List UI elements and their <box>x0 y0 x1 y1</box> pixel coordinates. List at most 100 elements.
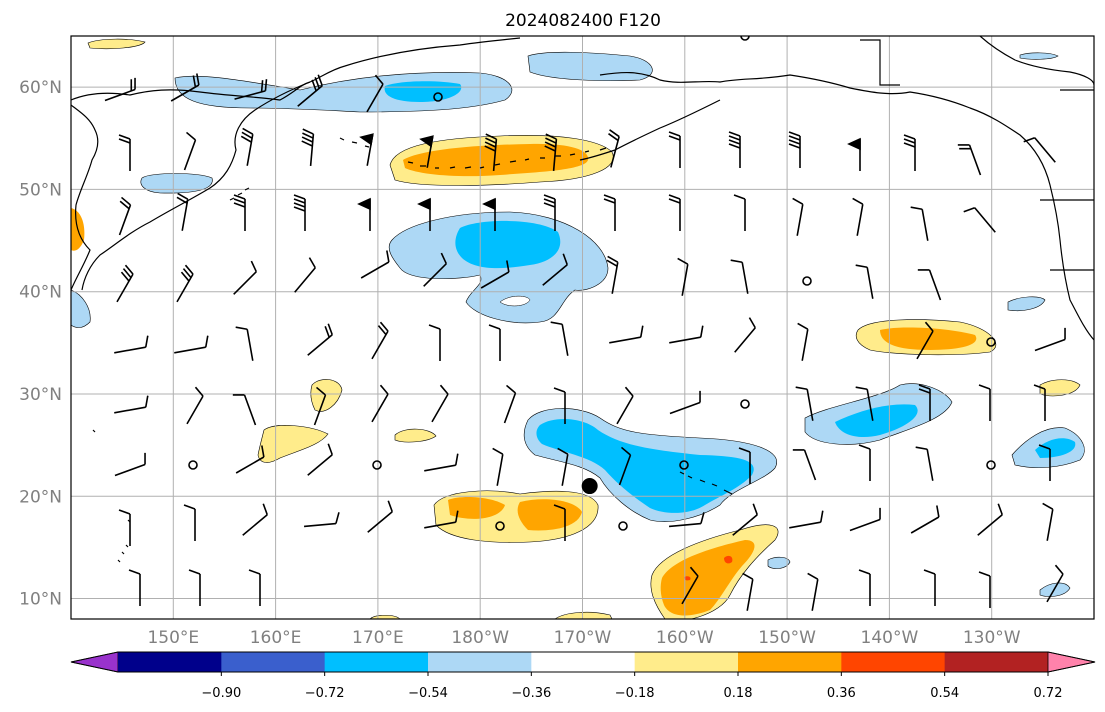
wind-barb <box>1046 564 1064 603</box>
colorbar-extend-high <box>1047 651 1096 673</box>
wind-barb <box>1042 502 1054 541</box>
wind-barb <box>910 206 929 241</box>
wind-barb <box>248 569 261 606</box>
wind-barb <box>492 447 504 486</box>
colorbar-segment <box>118 652 222 672</box>
wind-barb <box>359 133 374 166</box>
wind-barb <box>668 131 681 168</box>
colorbar-tick-label: −0.90 <box>201 686 241 701</box>
wind-barb <box>371 321 389 360</box>
wind-barb <box>789 510 824 529</box>
lon-label: 140°W <box>861 628 919 648</box>
wind-barb <box>855 264 874 299</box>
colorbar-tick-label: 0.54 <box>930 686 959 701</box>
wind-barb <box>307 323 334 356</box>
negative-anomaly-midlat-core <box>455 220 561 269</box>
coastlines <box>71 36 1094 563</box>
wind-barb <box>114 452 146 477</box>
wind-barb <box>176 192 189 231</box>
lat-label: 20°N <box>19 487 62 507</box>
wind-barb <box>232 394 257 426</box>
colorbar-extend-low <box>70 651 119 673</box>
wind-barb <box>734 317 756 353</box>
lon-label: 170°E <box>352 628 404 648</box>
wind-barb <box>603 194 616 231</box>
wind-barb <box>858 444 871 481</box>
wind-barb <box>419 135 434 168</box>
wind-barb <box>543 194 556 231</box>
wind-barb <box>910 505 940 534</box>
wind-barb <box>849 507 881 532</box>
negative-anomaly-tropics-core <box>536 418 754 513</box>
wind-barb <box>1034 327 1066 352</box>
colorbar-tick-label: −0.72 <box>305 686 345 701</box>
negative-anomaly-gulf <box>1019 52 1059 60</box>
lat-label: 30°N <box>19 385 62 405</box>
wind-barb <box>357 197 371 231</box>
wind-barb <box>233 260 258 295</box>
wind-barb <box>847 137 861 171</box>
wind-barb <box>855 386 874 421</box>
colorbar-segment <box>428 652 532 672</box>
wind-barb <box>795 386 814 421</box>
wind-barb <box>128 569 141 606</box>
wind-barb <box>1038 444 1051 481</box>
wind-barb <box>294 257 316 293</box>
wind-barb <box>669 325 704 344</box>
map-title: 2024082400 F120 <box>505 11 661 31</box>
lat-label: 50°N <box>19 180 62 200</box>
wind-barb <box>923 569 936 606</box>
wind-barb <box>482 197 496 231</box>
wind-barb <box>788 131 801 168</box>
colorbar-tick-label: 0.18 <box>724 686 753 701</box>
storm-center-marker <box>581 478 598 495</box>
wind-barb <box>423 252 448 287</box>
wind-barb <box>307 443 334 476</box>
wind-barb <box>431 384 449 423</box>
wind-barb <box>303 512 340 528</box>
lon-label: 150°W <box>758 628 816 648</box>
wind-barb <box>978 384 991 421</box>
colorbar-segment <box>531 652 636 672</box>
wind-barb <box>503 384 517 424</box>
wind-barb <box>742 572 754 611</box>
wind-barb <box>235 445 265 474</box>
wind-barb <box>360 250 390 279</box>
wind-barb <box>116 264 134 303</box>
wind-barb <box>424 510 459 529</box>
wind-barb <box>957 144 982 176</box>
lon-label: 160°E <box>250 628 302 648</box>
colorbar-segment <box>324 652 429 672</box>
wind-barb <box>738 447 751 484</box>
wind-barb <box>977 503 1004 536</box>
wind-barb <box>609 325 644 344</box>
lat-label: 60°N <box>19 78 62 98</box>
wind-barb <box>183 504 196 541</box>
wind-barb <box>301 128 315 167</box>
wind-barb <box>428 324 441 361</box>
longitude-labels: 150°E 160°E 170°E 180°W 170°W 160°W 150°W 140°W… <box>147 628 1020 648</box>
lat-label: 10°N <box>19 590 62 610</box>
lon-label: 160°W <box>656 628 714 648</box>
wind-barbs <box>104 73 1066 611</box>
wind-barb <box>606 255 619 294</box>
wind-barb <box>114 335 149 354</box>
latitude-labels: 60°N 50°N 40°N 30°N 20°N 10°N <box>19 78 62 609</box>
wind-barb <box>484 133 498 172</box>
colorbar-tick-label: −0.18 <box>615 686 655 701</box>
wind-barb <box>978 571 991 608</box>
wind-barb <box>807 572 819 611</box>
wind-barb <box>234 79 268 100</box>
wind-barb <box>792 197 804 236</box>
wind-barb <box>732 503 759 536</box>
wind-barb <box>668 512 705 528</box>
wind-barb <box>242 503 269 536</box>
wind-barb <box>858 569 871 606</box>
lon-label: 170°W <box>554 628 612 648</box>
wind-barb <box>367 500 394 533</box>
colorbar-segment <box>634 652 739 672</box>
wind-barb <box>1033 384 1046 421</box>
wind-barb <box>235 326 254 361</box>
wind-barb <box>176 264 194 303</box>
wind-barb <box>480 260 510 289</box>
